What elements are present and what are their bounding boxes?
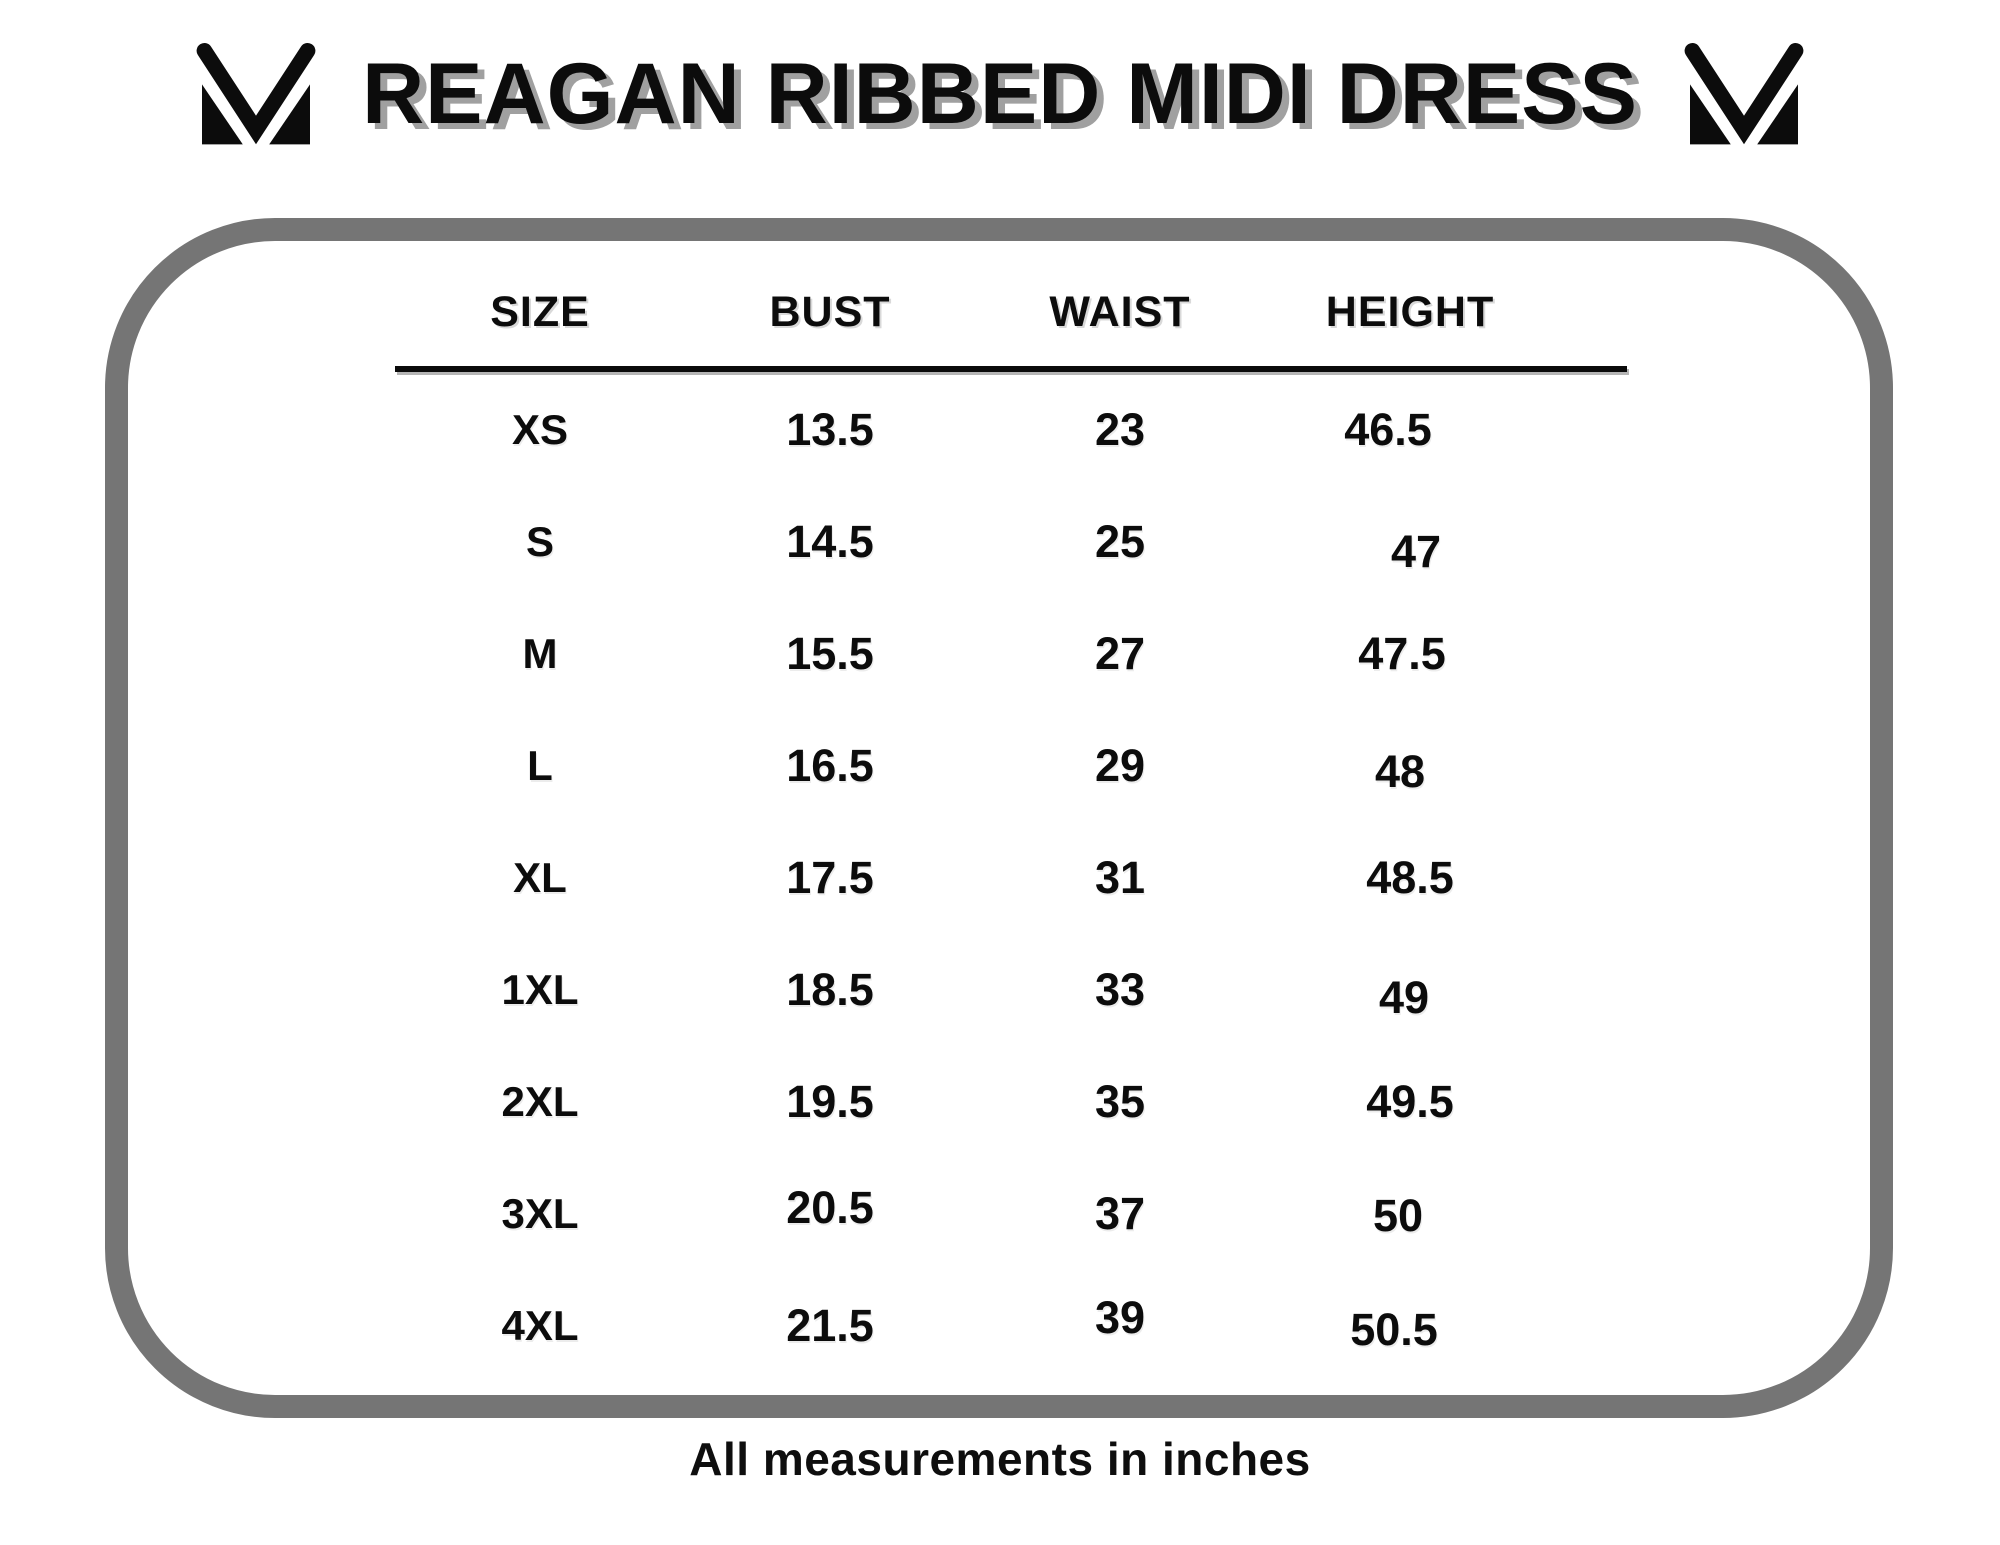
- cell-height: 50.5: [1350, 1304, 1438, 1355]
- cell-bust: 20.5: [786, 1182, 874, 1233]
- cell-size: 4XL: [501, 1302, 579, 1349]
- cell-size: XS: [511, 406, 569, 453]
- cell-height: 47.5: [1358, 628, 1446, 679]
- cell-height: 48.5: [1366, 852, 1454, 903]
- column-header-size: SIZE: [490, 287, 590, 336]
- cell-height: 47: [1390, 526, 1442, 577]
- cell-height: 49.5: [1366, 1076, 1454, 1127]
- cell-waist: 31: [1094, 852, 1146, 903]
- cell-waist: 39: [1094, 1292, 1146, 1343]
- cell-height: 50: [1372, 1190, 1424, 1241]
- size-row-2XL: 2XL 19.5 35 49.5: [395, 1046, 1555, 1158]
- cell-bust: 15.5: [786, 628, 874, 679]
- cell-bust: 14.5: [786, 516, 874, 567]
- size-row-L: L 16.5 29 48: [395, 710, 1555, 822]
- cell-waist: 35: [1094, 1076, 1146, 1127]
- cell-waist: 23: [1094, 404, 1146, 455]
- page-title: REAGAN RIBBED MIDI DRESS: [362, 45, 1638, 142]
- size-row-S: S 14.5 25 47: [395, 486, 1555, 598]
- size-row-XS: XS 13.5 23 46.5: [395, 374, 1555, 486]
- cell-waist: 29: [1094, 740, 1146, 791]
- header-divider: [395, 366, 1627, 372]
- cell-size: 1XL: [501, 966, 579, 1013]
- column-header-bust: BUST: [769, 287, 891, 336]
- brand-m-monogram-icon: [1678, 34, 1810, 154]
- size-row-1XL: 1XL 18.5 33 49: [395, 934, 1555, 1046]
- column-header-height: HEIGHT: [1325, 287, 1495, 336]
- cell-size: 2XL: [501, 1078, 579, 1125]
- cell-size: XL: [513, 854, 567, 901]
- cell-waist: 37: [1094, 1188, 1146, 1239]
- header: REAGAN RIBBED MIDI DRESS: [0, 34, 2000, 154]
- column-header-waist: WAIST: [1049, 287, 1191, 336]
- cell-size: S: [525, 518, 554, 565]
- table-frame: [105, 218, 1893, 1418]
- cell-bust: 18.5: [786, 964, 874, 1015]
- cell-bust: 21.5: [786, 1300, 874, 1351]
- brand-m-monogram-icon: [190, 34, 322, 154]
- cell-bust: 13.5: [786, 404, 874, 455]
- cell-size: M: [522, 630, 558, 677]
- units-footnote: All measurements in inches: [689, 1433, 1311, 1485]
- cell-size: L: [527, 742, 553, 789]
- cell-height: 49: [1378, 972, 1430, 1023]
- table-header-row: SIZE BUST WAIST HEIGHT: [395, 286, 1555, 338]
- cell-waist: 33: [1094, 964, 1146, 1015]
- table-body: XS 13.5 23 46.5 S 14.5 25 47 M 15.5 27 47.5 L 16.5 29 4…: [395, 374, 1555, 1382]
- cell-bust: 17.5: [786, 852, 874, 903]
- size-row-M: M 15.5 27 47.5: [395, 598, 1555, 710]
- cell-waist: 27: [1094, 628, 1146, 679]
- size-row-4XL: 4XL 21.5 39 50.5: [395, 1270, 1555, 1382]
- size-row-XL: XL 17.5 31 48.5: [395, 822, 1555, 934]
- cell-height: 48: [1374, 746, 1426, 797]
- cell-waist: 25: [1094, 516, 1146, 567]
- cell-bust: 16.5: [786, 740, 874, 791]
- cell-height: 46.5: [1344, 404, 1432, 455]
- size-row-3XL: 3XL 20.5 37 50: [395, 1158, 1555, 1270]
- cell-size: 3XL: [501, 1190, 579, 1237]
- cell-bust: 19.5: [786, 1076, 874, 1127]
